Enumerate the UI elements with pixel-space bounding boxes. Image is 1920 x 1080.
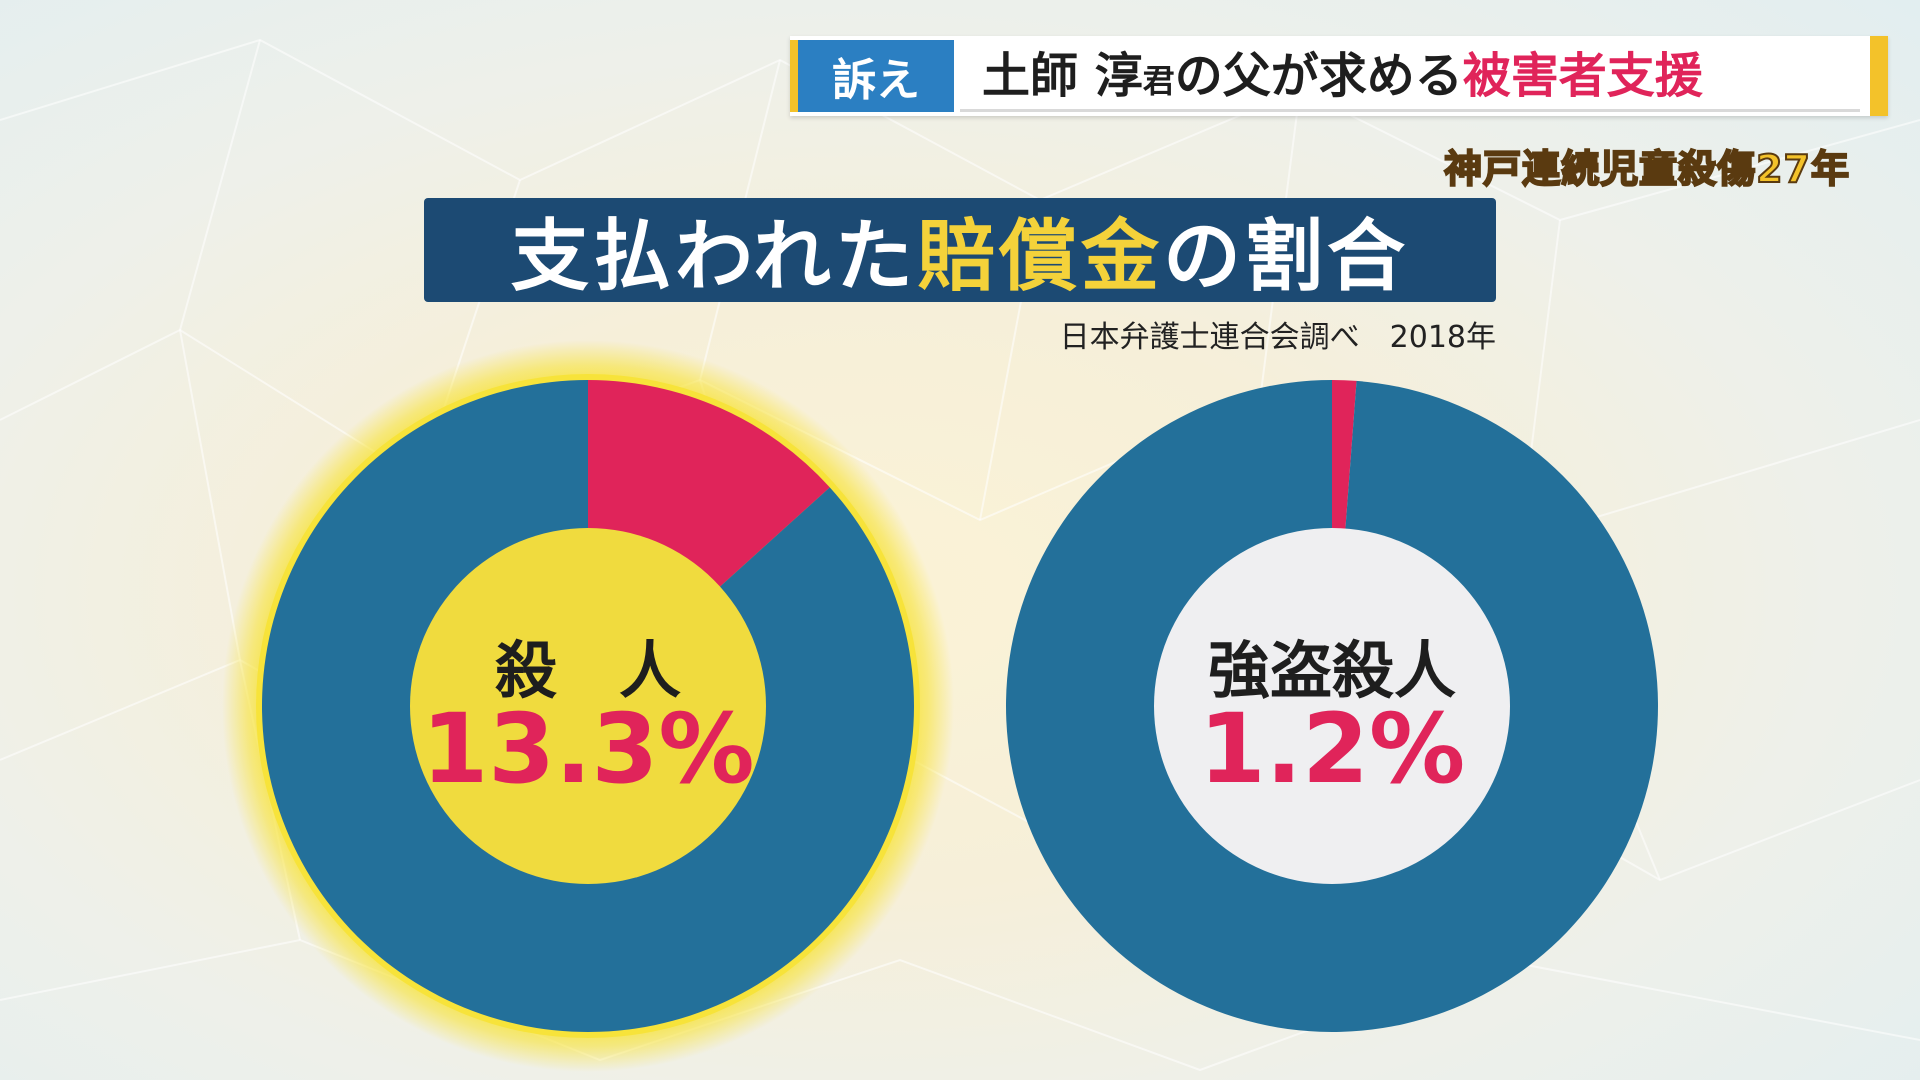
chart-title-part1: 支払われた [510, 212, 918, 302]
center-value-label: 1.2% [1199, 693, 1465, 805]
banner-title-part2: の父が求める [1174, 48, 1463, 104]
donut-center [410, 528, 766, 884]
subtitle: 神戸連続児童殺傷27年 [1443, 146, 1850, 192]
headline-banner: 訴え 土師 淳君の父が求める被害者支援 [790, 36, 1888, 116]
source-note: 日本弁護士連合会調べ 2018年 [1059, 320, 1496, 355]
banner-title-honorific: 君 [1142, 62, 1175, 100]
donut-chart-1: 殺 人13.3% [222, 340, 954, 1072]
center-value-label: 13.3% [421, 693, 754, 805]
chart-title-part2: の割合 [1163, 212, 1410, 302]
banner-tag: 訴え [790, 40, 954, 112]
banner-title: 土師 淳君の父が求める被害者支援 [982, 44, 1703, 108]
banner-title-highlight: 被害者支援 [1462, 48, 1703, 104]
chart-title-highlight: 賠償金 [917, 212, 1164, 302]
banner-title-part1: 土師 淳 [982, 48, 1143, 104]
chart-title: 支払われた 賠償金 の割合 [424, 198, 1496, 302]
donut-center [1154, 528, 1510, 884]
center-category-label: 殺 人 [495, 634, 681, 707]
banner-divider [960, 109, 1860, 112]
center-category-label: 強盗殺人 [1208, 634, 1456, 707]
